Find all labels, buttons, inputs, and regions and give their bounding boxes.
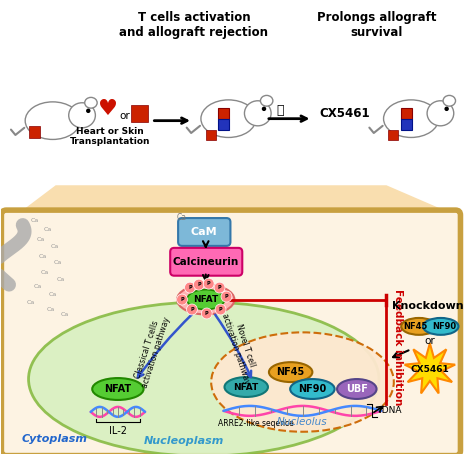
Text: Ca: Ca [54,260,62,265]
Text: UBF: UBF [346,384,368,394]
FancyBboxPatch shape [131,105,148,122]
Text: Heart or Skin
Transplantation: Heart or Skin Transplantation [70,126,150,146]
Text: Novel T cell
activation pathway: Novel T cell activation pathway [219,309,261,385]
Text: NFAT: NFAT [104,384,131,394]
Circle shape [201,308,212,319]
Circle shape [203,278,214,289]
Circle shape [177,294,188,305]
Text: CaM: CaM [191,227,217,237]
FancyBboxPatch shape [207,130,216,140]
Text: NF90: NF90 [433,322,457,331]
Text: P: P [197,282,201,287]
Text: P: P [205,311,209,316]
Ellipse shape [85,97,97,108]
Text: Ca: Ca [39,254,47,259]
Ellipse shape [187,290,225,309]
Text: 💉: 💉 [276,104,283,117]
FancyBboxPatch shape [1,210,460,455]
Text: CX5461: CX5461 [319,107,370,120]
FancyBboxPatch shape [218,108,229,119]
Text: Knockdown: Knockdown [392,302,464,312]
Text: Nucleoplasm: Nucleoplasm [144,435,224,445]
Text: CX5461: CX5461 [410,364,449,374]
Text: Ca: Ca [34,284,42,289]
Ellipse shape [290,379,335,399]
Text: Ca: Ca [177,213,187,222]
Ellipse shape [427,101,454,126]
Text: Ca: Ca [51,244,59,249]
Ellipse shape [211,332,394,432]
Text: Cytoplasm: Cytoplasm [21,434,87,444]
Text: P: P [225,294,228,299]
Text: Ca: Ca [41,270,49,275]
Text: Classical T cells
activation pathway: Classical T cells activation pathway [131,313,172,389]
Ellipse shape [401,318,437,335]
Text: or: or [425,336,435,346]
Text: T cells activation
and allograft rejection: T cells activation and allograft rejecti… [119,11,268,39]
Circle shape [445,106,449,111]
Text: Ca: Ca [56,277,65,282]
FancyBboxPatch shape [401,108,411,119]
Circle shape [262,106,266,111]
Text: NF45: NF45 [403,322,427,331]
Circle shape [186,304,197,315]
Circle shape [184,282,195,293]
FancyBboxPatch shape [218,119,229,130]
Circle shape [193,279,204,290]
Text: Ca: Ca [44,228,52,233]
Ellipse shape [269,362,312,382]
Text: Ca: Ca [37,238,45,243]
FancyBboxPatch shape [388,130,398,140]
Text: ARRE2-like seqence: ARRE2-like seqence [218,419,294,428]
Ellipse shape [25,102,80,139]
Text: P: P [190,307,194,312]
Polygon shape [16,185,456,215]
Text: Ca: Ca [46,307,55,312]
Ellipse shape [28,302,379,455]
Ellipse shape [177,285,234,314]
Ellipse shape [225,377,268,397]
Circle shape [215,304,226,315]
Text: P: P [188,285,192,290]
FancyBboxPatch shape [178,218,230,246]
Text: NFAT: NFAT [234,383,259,391]
FancyBboxPatch shape [28,126,40,138]
Text: Ca: Ca [49,292,57,297]
Text: Ca: Ca [61,312,69,317]
Text: Nucleolus: Nucleolus [277,417,328,427]
FancyBboxPatch shape [170,248,242,276]
Ellipse shape [245,101,271,126]
Text: Ca: Ca [31,217,39,222]
Ellipse shape [423,318,458,335]
Text: P: P [219,307,222,312]
Text: ♥: ♥ [98,99,118,119]
Text: NF90: NF90 [298,384,327,394]
Text: P: P [218,285,221,290]
Text: Ca: Ca [27,300,35,305]
Text: or: or [119,111,130,121]
Text: P: P [207,281,210,286]
Text: IL-2: IL-2 [109,426,127,436]
Text: NFAT: NFAT [193,295,219,304]
Ellipse shape [92,378,144,400]
Circle shape [214,282,225,293]
Ellipse shape [383,100,438,137]
Ellipse shape [260,96,273,106]
Text: NF45: NF45 [276,367,305,377]
Circle shape [86,109,91,113]
Ellipse shape [201,100,256,137]
Text: rDNA: rDNA [379,406,402,415]
Ellipse shape [443,96,456,106]
Text: Calcineurin: Calcineurin [173,257,239,267]
Text: Prolongs allograft
survival: Prolongs allograft survival [317,11,436,39]
Text: Feedback inhibition: Feedback inhibition [393,289,403,405]
Polygon shape [405,343,455,394]
Circle shape [221,291,232,302]
Ellipse shape [337,379,376,399]
FancyBboxPatch shape [401,119,411,130]
Ellipse shape [69,103,95,128]
Text: P: P [180,297,184,302]
